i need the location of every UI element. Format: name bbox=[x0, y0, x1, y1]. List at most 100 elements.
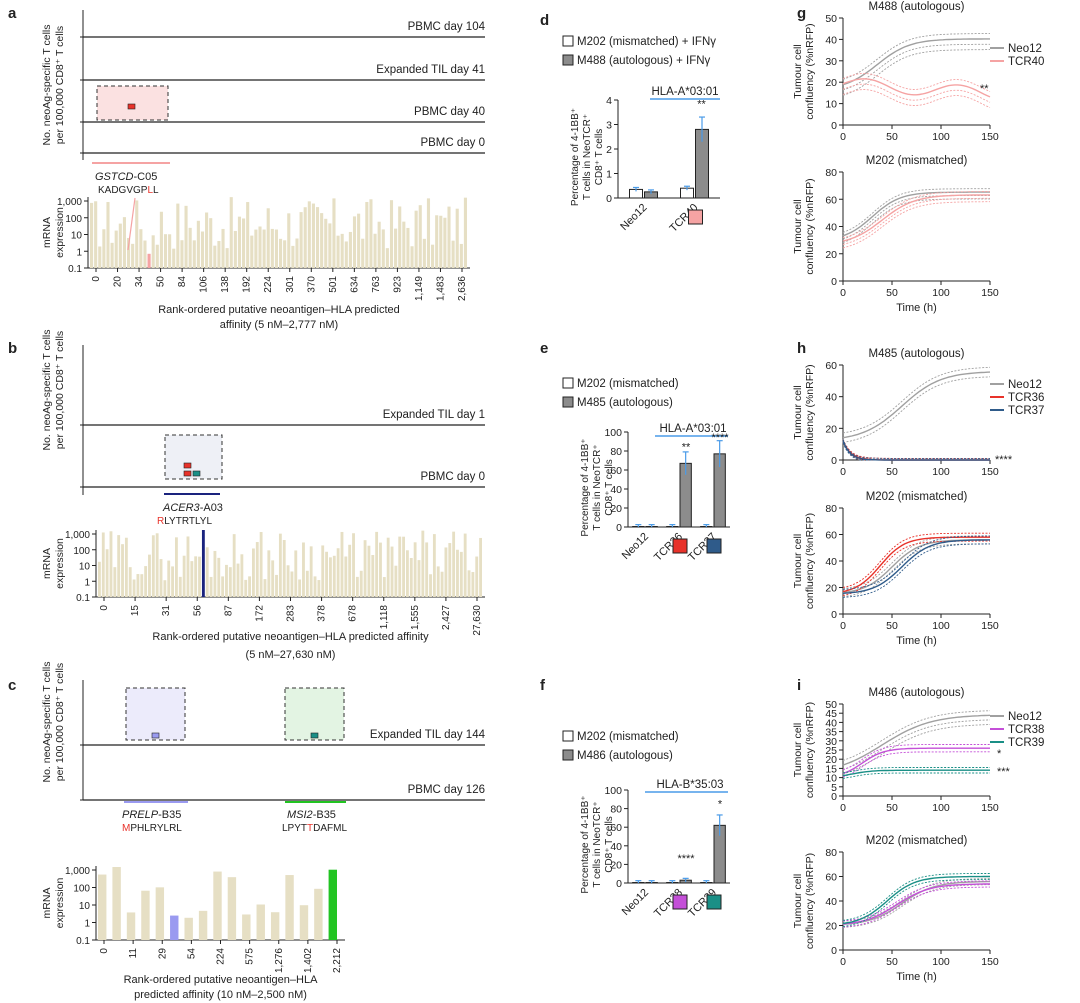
b-mrna-bar-92 bbox=[452, 531, 456, 597]
b-mrna-bar-22 bbox=[182, 555, 186, 597]
c-mrna-bar-4 bbox=[155, 887, 165, 940]
a-mrna-ytick-label-1: 100 bbox=[65, 214, 82, 225]
g-bottom-xtick-label-0: 0 bbox=[840, 287, 846, 299]
c-peptide2-part-1: T bbox=[307, 823, 313, 834]
c-mrna-bar-7 bbox=[198, 910, 208, 940]
a-xtick-label-5: 106 bbox=[199, 276, 210, 293]
b-mrna-bar-36 bbox=[236, 563, 240, 597]
g-bottom-curve-1-2 bbox=[842, 194, 990, 242]
i-top-title: M486 (autologous) bbox=[869, 687, 965, 699]
h-bottom-xtick-label-3: 150 bbox=[981, 620, 999, 632]
f-ytick-label-1: 20 bbox=[610, 859, 622, 871]
b-mrna-bar-49 bbox=[286, 565, 290, 597]
e-legend-label-0: M202 (mismatched) bbox=[577, 378, 679, 390]
h-top-curve-2-0 bbox=[842, 442, 990, 461]
a-mrna-bar-32 bbox=[221, 228, 225, 268]
b-mrna-bar-91 bbox=[448, 543, 452, 597]
h-bottom-curve-1-1 bbox=[842, 536, 990, 593]
a-tcell-ylabel-2: per 100,000 CD8⁺ T cells bbox=[54, 26, 66, 144]
f-category-label-0: Neo12 bbox=[620, 887, 651, 918]
b-mrna-bar-86 bbox=[429, 574, 432, 597]
a-tcell-ylabel-1: No. neoAg-specific T cells bbox=[41, 24, 53, 145]
b-mrna-bar-19 bbox=[171, 566, 174, 597]
h-top-curve-2-1 bbox=[842, 440, 990, 461]
g-bottom-ytick-label-4: 80 bbox=[825, 167, 837, 179]
d-tcr-swatch-1 bbox=[688, 209, 703, 225]
i-top-ytick-label-9: 45 bbox=[825, 708, 837, 720]
i-bottom-xlabel: Time (h) bbox=[896, 971, 937, 983]
b-mrna-bar-77 bbox=[394, 565, 398, 597]
e-ytick-label-4: 80 bbox=[610, 446, 622, 458]
i-top-curve-0-2 bbox=[842, 714, 991, 766]
h-top-legend-label-2: TCR37 bbox=[1008, 405, 1044, 417]
a-epitope-label-part-0: GSTCD bbox=[95, 171, 134, 183]
b-mrna-bar-13 bbox=[148, 554, 151, 597]
a-mrna-bar-89 bbox=[455, 208, 459, 268]
a-peptide-part-2: L bbox=[153, 185, 159, 196]
a-xtick-label-2: 34 bbox=[134, 276, 145, 288]
b-mrna-bar-97 bbox=[471, 572, 475, 597]
g-bottom-curve-1-3 bbox=[842, 191, 990, 239]
b-xtick-label-9: 1,118 bbox=[379, 605, 390, 630]
g-bottom-ytick-label-1: 20 bbox=[825, 249, 837, 261]
b-mrna-bar-38 bbox=[244, 579, 248, 597]
a-mrna-bar-91 bbox=[463, 197, 467, 268]
a-xtick-label-9: 301 bbox=[285, 276, 296, 293]
a-mrna-bar-6 bbox=[114, 230, 118, 268]
a-mrna-bar-51 bbox=[299, 212, 303, 268]
g-top-curve-1-1 bbox=[842, 83, 991, 103]
a-mrna-bar-60 bbox=[336, 235, 340, 268]
a-mrna-bar-68 bbox=[369, 199, 373, 268]
a-mrna-bar-11 bbox=[135, 200, 139, 268]
a-mrna-bar-43 bbox=[266, 208, 270, 268]
e-legend-swatch-0 bbox=[562, 377, 574, 389]
a-mrna-bar-13 bbox=[143, 240, 147, 268]
b-mrna-bar-53 bbox=[302, 542, 305, 597]
h-top-ytick-label-3: 60 bbox=[825, 360, 837, 372]
a-mrna-ytick-label-4: 0.1 bbox=[68, 264, 82, 275]
h-top-title: M485 (autologous) bbox=[869, 348, 965, 360]
b-mrna-bar-69 bbox=[363, 540, 367, 597]
b-mrna-bar-51 bbox=[294, 550, 298, 597]
d-ytick-label-4: 4 bbox=[606, 95, 612, 107]
i-bottom-ytick-label-3: 60 bbox=[825, 872, 837, 884]
g-top-curve-1-3 bbox=[842, 73, 991, 93]
b-clone-marker-0-1 bbox=[183, 470, 192, 477]
g-bottom-curve-1-0 bbox=[842, 201, 990, 249]
g-top-xtick-label-1: 50 bbox=[886, 131, 898, 143]
h-bottom-curve-1-2 bbox=[842, 532, 990, 588]
b-mrna-bar-9 bbox=[132, 579, 136, 597]
c-clone-marker-1-0 bbox=[310, 732, 319, 739]
h-top-xtick-label-3: 150 bbox=[981, 466, 999, 478]
c-xtick-label-1: 11 bbox=[128, 948, 139, 959]
i-top-curve-0-0 bbox=[842, 724, 991, 775]
a-mrna-bar-86 bbox=[443, 217, 447, 268]
h-bottom-ytick-label-3: 60 bbox=[825, 530, 837, 542]
h-top-ytick-label-2: 40 bbox=[825, 392, 837, 404]
c-mrna-bar-2 bbox=[126, 912, 136, 940]
b-mrna-bar-85 bbox=[425, 542, 429, 597]
a-mrna-bar-82 bbox=[426, 198, 431, 268]
i-top-curve-2-1 bbox=[842, 769, 990, 777]
i-bottom-xtick-label-3: 150 bbox=[981, 956, 999, 968]
a-mrna-bar-66 bbox=[361, 238, 365, 268]
b-mrna-bar-45 bbox=[271, 560, 275, 597]
h-top-curve-0-0 bbox=[842, 376, 991, 443]
h-top-xtick-label-0: 0 bbox=[840, 466, 846, 478]
g-bottom-ytick-label-2: 40 bbox=[825, 222, 837, 234]
g-bottom-title: M202 (mismatched) bbox=[866, 155, 968, 167]
a-mrna-bar-25 bbox=[192, 240, 196, 268]
f-tcr-swatch-1 bbox=[672, 894, 688, 910]
b-mrna-bar-79 bbox=[402, 536, 405, 597]
a-mrna-bar-84 bbox=[435, 215, 439, 268]
b-mrna-bar-58 bbox=[321, 545, 325, 597]
c-mrna-bar-6 bbox=[184, 917, 193, 940]
i-top-ytick-label-10: 50 bbox=[825, 699, 837, 711]
a-mrna-bar-23 bbox=[184, 205, 188, 268]
e-ytick-label-5: 100 bbox=[604, 427, 622, 439]
b-mrna-bar-43 bbox=[263, 579, 267, 597]
a-peptide-part-1: L bbox=[147, 185, 153, 196]
h-bottom-ylabel-2: confluency (%nRFP) bbox=[804, 513, 816, 609]
a-mrna-bar-24 bbox=[188, 227, 192, 268]
